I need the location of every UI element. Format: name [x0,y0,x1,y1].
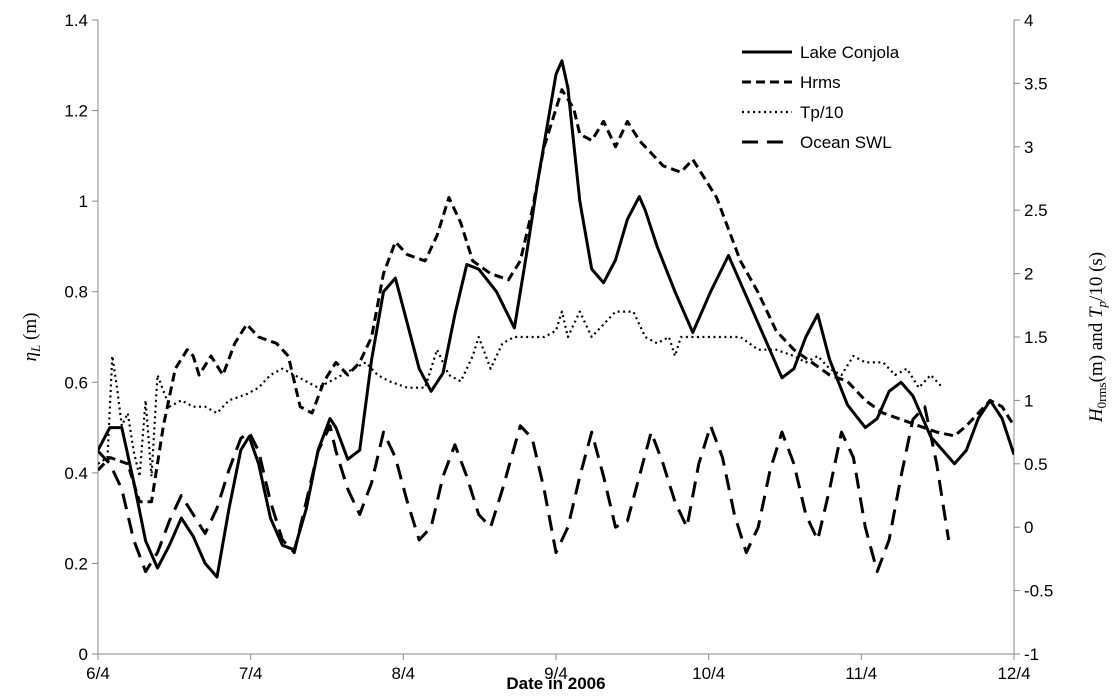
x-tick-label: 11/4 [845,664,877,683]
right-y-tick-label: -1 [1024,645,1039,664]
right-y-tick-label: 1.5 [1024,328,1048,347]
right-y-tick-label: 2.5 [1024,201,1048,220]
legend-label: Tp/10 [800,103,843,122]
left-y-tick-label: 1.2 [64,102,88,121]
left-y-tick-label: 1.4 [64,11,88,30]
right-y-tick-label: 0.5 [1024,455,1048,474]
series-line-ocean-swl [98,405,951,574]
right-y-tick-label: 4 [1024,11,1033,30]
right-y-tick-label: 3 [1024,138,1033,157]
x-tick-label: 9/4 [544,664,568,683]
left-y-tick-label: 0.6 [64,373,88,392]
axes: 0 0.2 0.4 0.6 0.8 1 1.2 1.4 -1 -0.5 0 0.5 1 1.5 2 2.5 3 3… [64,11,1053,683]
right-y-tick-label: 3.5 [1024,74,1048,93]
legend-label: Hrms [800,73,841,92]
right-y-tick-label: -0.5 [1024,582,1053,601]
series-line-tp-10 [98,310,944,478]
left-y-tick-label: 0 [79,645,88,664]
x-tick-label: 6/4 [86,664,110,683]
series-line-hrms [98,88,1014,504]
legend: Lake Conjola Hrms Tp/10 Ocean SWL [742,43,900,152]
left-y-tick-label: 1 [79,192,88,211]
right-y-axis-title: H0rms(m) and Tp/10 (s) [1086,252,1109,423]
series-lines [98,59,1014,579]
x-tick-label: 12/4 [997,664,1030,683]
left-y-tick-label: 0.4 [64,464,88,483]
legend-label: Ocean SWL [800,133,892,152]
legend-label: Lake Conjola [800,43,900,62]
left-y-axis-title: ηL (m) [20,313,43,362]
right-y-tick-label: 0 [1024,518,1033,537]
left-y-tick-label: 0.2 [64,554,88,573]
right-y-tick-label: 2 [1024,265,1033,284]
left-y-tick-label: 0.8 [64,283,88,302]
x-tick-label: 8/4 [392,664,416,683]
right-y-tick-label: 1 [1024,391,1033,410]
x-axis-title: Date in 2006 [506,674,605,693]
series-line-lake-conjola [98,59,1014,579]
x-tick-label: 7/4 [239,664,263,683]
x-tick-label: 10/4 [692,664,725,683]
